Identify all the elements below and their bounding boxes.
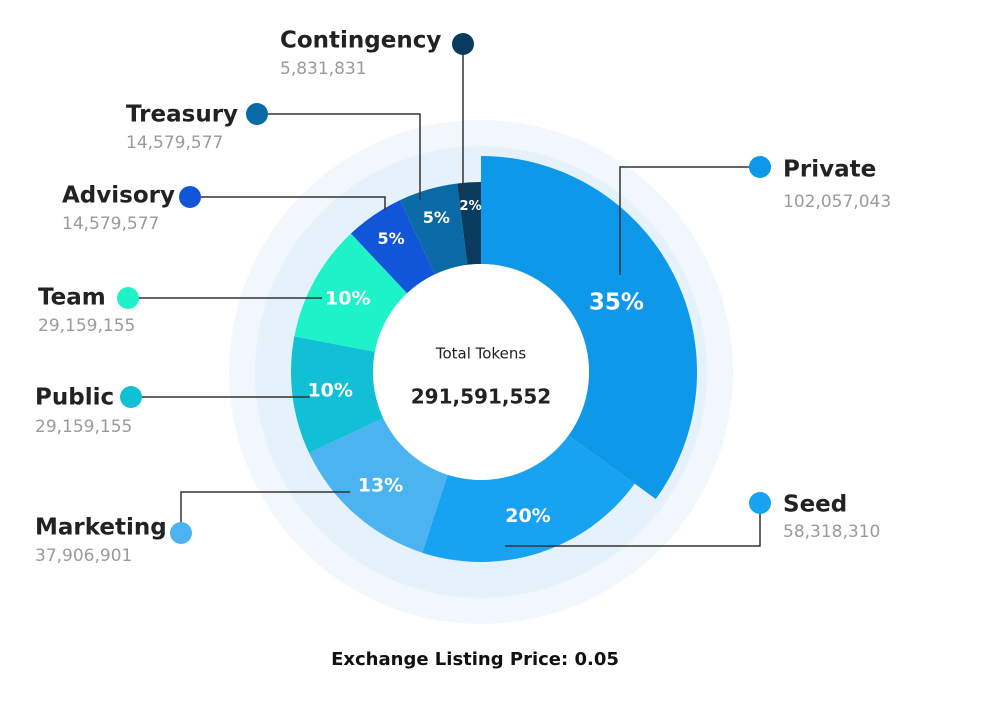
legend-name: Private: [783, 157, 876, 183]
legend-amount: 58,318,310: [783, 522, 880, 542]
legend-dot: [246, 103, 268, 125]
legend-dot: [749, 156, 771, 178]
legend-amount: 102,057,043: [783, 192, 891, 212]
slice: [422, 435, 635, 562]
total: 291,591,552: [411, 385, 551, 409]
legend-amount: 29,159,155: [35, 417, 132, 437]
legend-dot: [749, 492, 771, 514]
center-title: Total Tokens: [435, 345, 526, 363]
legend-name: Treasury: [126, 102, 238, 128]
percent-label: 10%: [325, 287, 370, 309]
footer: Exchange Listing Price: 0.05: [331, 649, 619, 670]
slice: [309, 417, 448, 553]
slice: [457, 182, 481, 265]
legend-name: Seed: [783, 492, 847, 518]
percent-label: 10%: [307, 380, 352, 402]
percent-label: 20%: [505, 505, 550, 527]
legend-name: Advisory: [62, 183, 175, 209]
legend-amount: 14,579,577: [126, 133, 223, 153]
slice: [481, 156, 697, 499]
legend-dot: [170, 522, 192, 544]
slice: [294, 233, 408, 352]
legend-amount: 37,906,901: [35, 546, 132, 566]
slice: [350, 200, 436, 294]
leaders: [128, 44, 761, 547]
legend-dot: [452, 33, 474, 55]
legend-name: Public: [35, 385, 114, 411]
legend-amount: 29,159,155: [38, 316, 135, 336]
slice: [400, 183, 468, 275]
percent-label: 5%: [423, 208, 450, 227]
percent-label: 5%: [377, 229, 404, 248]
legend-name: Contingency: [280, 28, 441, 54]
percent-label: 2%: [460, 199, 482, 214]
percent-label: 35%: [589, 289, 644, 315]
legend-name: Marketing: [35, 515, 167, 541]
percent-label: 13%: [358, 475, 403, 497]
donut-hole: [373, 264, 589, 480]
legend-dot: [179, 186, 201, 208]
legend-amount: 5,831,831: [280, 59, 367, 79]
slice: [291, 336, 384, 453]
legend-name: Team: [38, 285, 106, 311]
legend-dot: [117, 287, 139, 309]
legend-dot: [120, 386, 142, 408]
legend-amount: 14,579,577: [62, 214, 159, 234]
